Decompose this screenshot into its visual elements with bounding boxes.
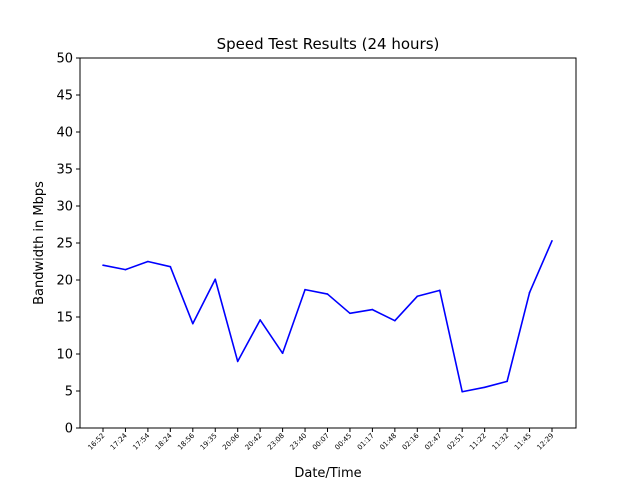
data-point — [506, 380, 508, 383]
x-tick-label: 02:16 — [401, 431, 421, 451]
data-point — [394, 319, 396, 322]
y-tick-label: 45 — [56, 89, 73, 104]
x-tick-label: 23:40 — [289, 432, 309, 452]
x-tick-label: 00:45 — [333, 432, 353, 452]
data-point — [528, 291, 531, 294]
x-tick-label: 23:08 — [266, 432, 286, 452]
chart-title: Speed Test Results (24 hours) — [217, 35, 440, 53]
data-point — [169, 265, 172, 268]
y-tick-label: 5 — [65, 385, 73, 400]
x-tick-label: 11:45 — [513, 432, 533, 452]
x-tick-label: 02:51 — [446, 432, 466, 452]
data-point — [147, 260, 149, 263]
data-point — [483, 386, 486, 389]
x-axis: 16:52 17:24 17:54 18:24 18:56 19:35 20:06 20:42… — [86, 428, 555, 452]
x-tick-label: 17:24 — [109, 431, 129, 451]
y-tick-label: 10 — [56, 348, 73, 363]
x-tick-label: 00:07 — [311, 432, 331, 452]
y-tick-label: 50 — [56, 52, 73, 67]
plot-area — [79, 57, 577, 429]
y-axis-label: Bandwidth in Mbps — [32, 181, 47, 305]
x-tick-label: 11:22 — [468, 432, 488, 452]
data-point — [371, 308, 374, 311]
data-point — [551, 239, 553, 242]
y-tick-label: 35 — [56, 163, 73, 178]
data-point — [326, 293, 329, 295]
x-tick-label: 12:29 — [535, 432, 555, 452]
y-tick-label: 25 — [56, 237, 73, 252]
data-point — [304, 288, 306, 291]
x-tick-label: 01:17 — [356, 432, 376, 452]
x-tick-label: 20:42 — [244, 432, 264, 452]
y-tick-label: 20 — [56, 274, 73, 289]
data-point — [102, 264, 104, 267]
x-tick-label: 18:56 — [176, 431, 196, 451]
data-point — [281, 352, 284, 355]
y-tick-label: 15 — [56, 311, 73, 326]
x-tick-label: 16:52 — [86, 432, 106, 452]
x-tick-label: 20:06 — [221, 431, 241, 451]
data-point — [214, 278, 217, 281]
data-point — [349, 312, 351, 315]
y-tick-label: 30 — [56, 200, 73, 215]
y-tick-label: 0 — [65, 422, 73, 437]
x-axis-label: Date/Time — [294, 466, 361, 480]
x-tick-label: 18:24 — [154, 431, 174, 451]
data-point — [124, 268, 127, 271]
series-group — [102, 239, 553, 393]
x-tick-label: 11:32 — [491, 432, 511, 452]
data-point — [461, 390, 464, 393]
x-tick-label: 02:47 — [423, 432, 443, 452]
x-tick-label: 01:48 — [378, 432, 398, 452]
data-point — [259, 319, 261, 321]
x-tick-label: 17:54 — [131, 431, 151, 451]
y-tick-label: 40 — [56, 126, 73, 141]
data-point — [438, 289, 441, 292]
data-point — [236, 360, 239, 363]
x-tick-label: 19:35 — [199, 432, 219, 452]
data-point — [416, 295, 419, 298]
y-axis: 0 5 10 15 20 25 30 35 40 45 50 — [56, 52, 80, 437]
data-point — [192, 322, 194, 325]
